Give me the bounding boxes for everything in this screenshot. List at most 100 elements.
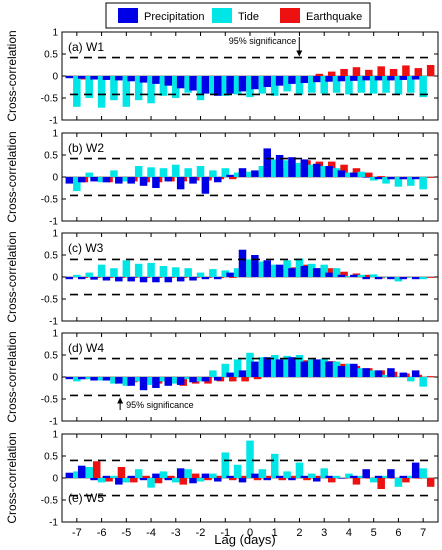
bar-quake [154, 478, 163, 484]
bar-tide [122, 177, 131, 182]
significance-annotation: 95% significance [126, 400, 194, 410]
bar-precip [176, 177, 185, 190]
bar-precip [90, 377, 98, 381]
bar-tide [283, 76, 291, 92]
bar-precip [362, 368, 370, 377]
bar-tide [283, 260, 291, 277]
panel-label: (b) W2 [68, 141, 104, 155]
bar-quake [278, 478, 286, 481]
bar-precip [325, 361, 333, 377]
panel-4: -1 -0.5 0 0.5 1 Cross-correlation (d) W4 95% si… [5, 329, 439, 428]
bar-precip [411, 76, 420, 80]
x-tick-label: -1 [220, 527, 230, 539]
bar-precip [288, 357, 296, 377]
bar-precip [65, 377, 74, 380]
bar-tide [122, 377, 131, 386]
y-tick-label: 0 [52, 474, 58, 485]
bar-tide [246, 259, 254, 277]
bar-precip [337, 170, 346, 177]
bar-tide [209, 170, 217, 177]
bar-quake [92, 461, 101, 478]
x-tick-label: 7 [420, 527, 426, 539]
bar-precip [312, 359, 321, 377]
bar-tide [332, 76, 341, 93]
bar-precip [325, 76, 333, 82]
bar-tide [270, 159, 279, 177]
bar-quake [377, 66, 385, 76]
bar-precip [374, 370, 383, 377]
bar-precip [77, 465, 86, 478]
bar-tide [233, 464, 242, 478]
bar-tide [382, 475, 390, 478]
legend-box [105, 2, 371, 29]
bar-tide [345, 363, 353, 377]
bar-precip [387, 469, 395, 478]
bar-quake [340, 68, 348, 76]
bar-precip [263, 76, 271, 87]
bar-tide [283, 160, 291, 177]
bar-precip [214, 478, 222, 482]
annotation-arrowhead [117, 397, 124, 404]
bar-precip [152, 473, 160, 478]
bar-tide [369, 478, 378, 483]
y-axis-label: Cross-correlation [5, 131, 19, 222]
bar-precip [226, 475, 234, 478]
bar-precip [176, 277, 185, 282]
bar-tide [134, 469, 143, 478]
bar-tide [382, 177, 390, 184]
bar-tide [246, 352, 254, 377]
bar-precip [90, 277, 98, 280]
x-tick-label: 1 [272, 527, 278, 539]
bar-tide [258, 469, 267, 478]
bar-precip [214, 76, 222, 96]
bar-tide [209, 269, 217, 277]
bar-tide [369, 370, 378, 377]
bar-precip [226, 76, 234, 94]
bar-precip [312, 478, 321, 482]
bar-precip [350, 475, 358, 478]
bar-quake [216, 475, 225, 478]
bar-tide [159, 471, 168, 478]
bar-tide [332, 268, 341, 277]
bar-quake [179, 478, 188, 485]
bar-precip [127, 377, 135, 386]
bar-quake [365, 478, 373, 479]
bar-tide [221, 363, 230, 377]
bar-precip [189, 377, 197, 383]
bar-precip [127, 277, 135, 282]
bar-tide [233, 268, 242, 277]
bar-quake [426, 65, 435, 76]
y-tick-label: 0 [52, 273, 58, 284]
bar-tide [295, 162, 304, 177]
bar-tide [172, 76, 180, 98]
bar-precip [201, 277, 210, 280]
bar-precip [201, 377, 210, 382]
bar-precip [102, 475, 111, 478]
bar-precip [102, 76, 111, 80]
bar-tide [308, 263, 316, 277]
bar-tide [345, 76, 353, 95]
x-tick-label: 4 [346, 527, 352, 539]
bar-tide [308, 76, 316, 93]
bar-precip [399, 277, 408, 280]
bar-precip [102, 377, 111, 381]
bar-tide [407, 475, 415, 478]
bar-tide [172, 267, 180, 277]
bar-quake [365, 172, 373, 177]
bar-tide [295, 258, 304, 277]
y-axis-label: Cross-correlation [5, 331, 19, 422]
bar-precip [350, 172, 358, 177]
bar-tide [134, 263, 143, 277]
bar-precip [263, 357, 271, 377]
y-tick-label: -0.5 [41, 94, 59, 105]
bar-tide [221, 270, 230, 277]
bar-precip [374, 475, 383, 478]
bar-quake [365, 69, 373, 76]
legend-swatch-1 [118, 8, 138, 23]
bar-precip [90, 478, 98, 481]
bar-tide [407, 277, 415, 278]
x-tick-label: 3 [321, 527, 327, 539]
bar-precip [362, 177, 370, 178]
bar-tide [221, 452, 230, 478]
bar-precip [300, 76, 309, 84]
